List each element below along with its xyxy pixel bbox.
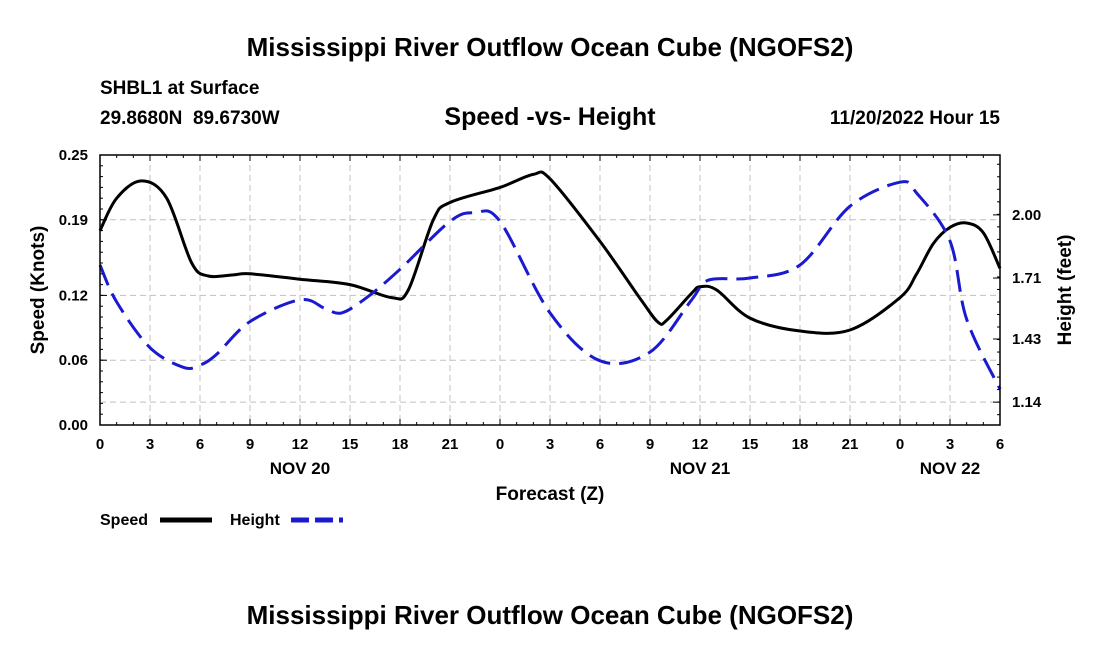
station-label: SHBL1 at Surface — [100, 78, 259, 99]
x-axis-label: Forecast (Z) — [496, 484, 605, 505]
day-label: NOV 20 — [270, 459, 330, 478]
y-tick-label-left: 0.19 — [59, 212, 88, 229]
x-tick-label: 18 — [392, 436, 409, 453]
legend-label-height: Height — [230, 512, 280, 529]
series-line-height — [98, 180, 1002, 390]
grid — [100, 155, 1000, 425]
series-group — [98, 170, 1002, 390]
legend: Speed Height — [100, 512, 343, 529]
x-tick-label: 3 — [946, 436, 954, 453]
x-tick-label: 6 — [196, 436, 204, 453]
x-tick-label: 3 — [146, 436, 154, 453]
x-tick-label: 6 — [996, 436, 1004, 453]
y-axis-label-left: Speed (Knots) — [28, 226, 49, 355]
day-label: NOV 22 — [920, 459, 980, 478]
x-tick-label: 0 — [896, 436, 904, 453]
x-tick-label: 0 — [96, 436, 104, 453]
coordinates-label: 29.8680N 89.6730W — [100, 108, 280, 129]
x-tick-label: 18 — [792, 436, 809, 453]
x-tick-label: 9 — [646, 436, 654, 453]
x-tick-label: 12 — [292, 436, 309, 453]
axis-ticks: 0 3 6 9 12 15 18 21 0 3 6 9 12 15 18 21 0 3 6 NOV 20 NOV 21 N… — [59, 147, 1042, 478]
y-axis-label-right: Height (feet) — [1055, 235, 1076, 346]
footer-title: Mississippi River Outflow Ocean Cube (NG… — [247, 600, 854, 630]
y-tick-label-right: 1.43 — [1012, 331, 1041, 348]
legend-label-speed: Speed — [100, 512, 148, 529]
x-tick-label: 21 — [842, 436, 859, 453]
x-tick-label: 21 — [442, 436, 459, 453]
y-tick-label-left: 0.06 — [59, 352, 88, 369]
datetime-label: 11/20/2022 Hour 15 — [830, 108, 1000, 129]
x-tick-label: 9 — [246, 436, 254, 453]
x-tick-label: 15 — [342, 436, 359, 453]
y-tick-label-left: 0.25 — [59, 147, 88, 164]
y-tick-label-right: 2.00 — [1012, 207, 1041, 224]
y-tick-label-right: 1.14 — [1012, 394, 1042, 411]
x-tick-label: 3 — [546, 436, 554, 453]
x-tick-label: 0 — [496, 436, 504, 453]
x-tick-label: 6 — [596, 436, 604, 453]
x-tick-label: 12 — [692, 436, 709, 453]
y-tick-label-left: 0.12 — [59, 287, 88, 304]
y-tick-label-left: 0.00 — [59, 417, 88, 434]
y-tick-label-right: 1.71 — [1012, 270, 1041, 287]
chart-title: Mississippi River Outflow Ocean Cube (NG… — [247, 32, 854, 62]
chart-subtitle: Speed -vs- Height — [444, 103, 656, 131]
x-tick-label: 15 — [742, 436, 759, 453]
day-label: NOV 21 — [670, 459, 730, 478]
series-line-speed — [98, 170, 1002, 335]
